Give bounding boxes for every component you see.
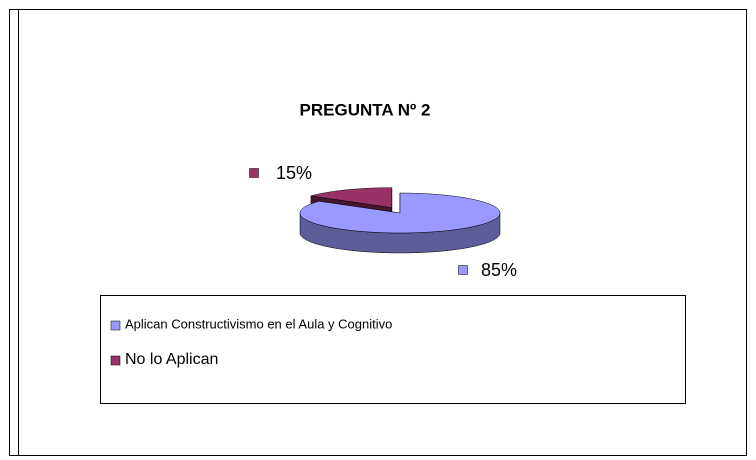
legend-label: No lo Aplican — [125, 351, 218, 368]
slice — [299, 192, 501, 234]
data-label: 15% — [276, 163, 312, 183]
legend-label: Aplican Constructivismo en el Aula y Cog… — [125, 316, 392, 331]
legend-key — [110, 355, 121, 366]
legend-box — [100, 295, 686, 404]
slice — [310, 187, 393, 208]
label-key — [249, 168, 259, 178]
chart-title: PREGUNTA Nº 2 — [300, 100, 431, 119]
legend-key — [110, 320, 121, 331]
label-key — [458, 265, 468, 275]
data-label: 85% — [481, 260, 517, 280]
